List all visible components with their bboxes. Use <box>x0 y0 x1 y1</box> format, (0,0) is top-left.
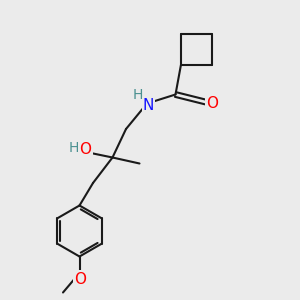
Text: O: O <box>74 272 86 286</box>
Text: H: H <box>68 142 79 155</box>
Text: H: H <box>132 88 142 102</box>
Text: O: O <box>80 142 92 158</box>
Text: O: O <box>206 96 218 111</box>
Text: N: N <box>143 98 154 113</box>
